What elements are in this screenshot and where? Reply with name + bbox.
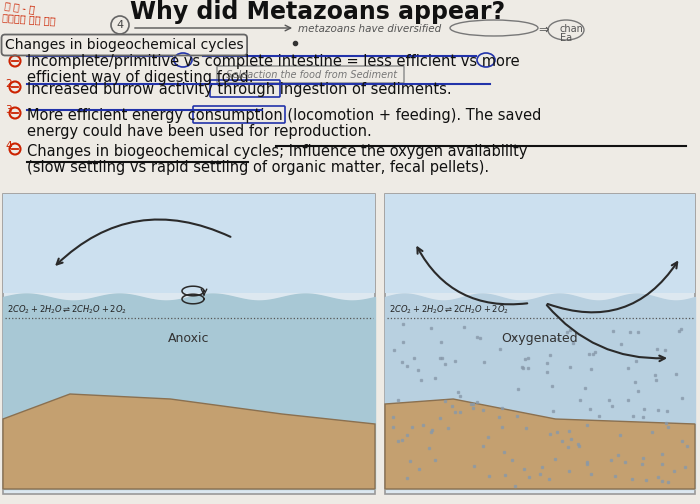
Bar <box>385 194 695 293</box>
Text: ح ۶ - ۱: ح ۶ - ۱ <box>4 0 36 14</box>
Text: 4: 4 <box>116 20 124 30</box>
Bar <box>385 194 695 494</box>
Text: More efficient energy consumption (locomotion + feeding). The saved: More efficient energy consumption (locom… <box>27 108 541 123</box>
Text: Changes in biogeochemical cycles: Changes in biogeochemical cycles <box>5 38 244 52</box>
Text: $2CO_2 + 2H_2O \rightleftharpoons 2CH_2O + 2O_2$: $2CO_2 + 2H_2O \rightleftharpoons 2CH_2O… <box>389 303 509 316</box>
Text: metazoans have diversified: metazoans have diversified <box>298 24 441 34</box>
Bar <box>3 194 375 494</box>
Text: Why did Metazoans appear?: Why did Metazoans appear? <box>130 0 505 24</box>
Text: Increased burrow activity through ingestion of sediments.: Increased burrow activity through ingest… <box>27 82 452 97</box>
Text: Seleaction the food from Sediment: Seleaction the food from Sediment <box>220 70 397 80</box>
Text: Anoxic: Anoxic <box>168 332 210 345</box>
Text: (slow settling vs rapid settling of organic matter, fecal pellets).: (slow settling vs rapid settling of orga… <box>27 160 489 175</box>
Polygon shape <box>385 399 695 489</box>
Text: energy could have been used for reproduction.: energy could have been used for reproduc… <box>27 124 372 139</box>
Bar <box>3 194 375 293</box>
Polygon shape <box>3 394 375 489</box>
Text: السو اد گل: السو اد گل <box>2 12 56 26</box>
Text: Incomplete/primitive vs complete intestine = less efficient vs more: Incomplete/primitive vs complete intesti… <box>27 54 519 69</box>
Text: 3: 3 <box>5 105 12 115</box>
Text: 2: 2 <box>5 79 12 89</box>
Text: efficient way of digesting food.: efficient way of digesting food. <box>27 70 253 85</box>
Text: $2CO_2 + 2H_2O \rightleftharpoons 2CH_2O + 2O_2$: $2CO_2 + 2H_2O \rightleftharpoons 2CH_2O… <box>7 303 127 316</box>
Text: ⇒: ⇒ <box>538 24 549 37</box>
Text: chan: chan <box>560 24 584 34</box>
Text: Ea: Ea <box>560 33 572 43</box>
Text: 4: 4 <box>5 141 12 151</box>
Text: Changes in biogeochemical cycles; Influence the oxygen availability: Changes in biogeochemical cycles; Influe… <box>27 144 528 159</box>
Text: Oxygenated: Oxygenated <box>502 332 578 345</box>
